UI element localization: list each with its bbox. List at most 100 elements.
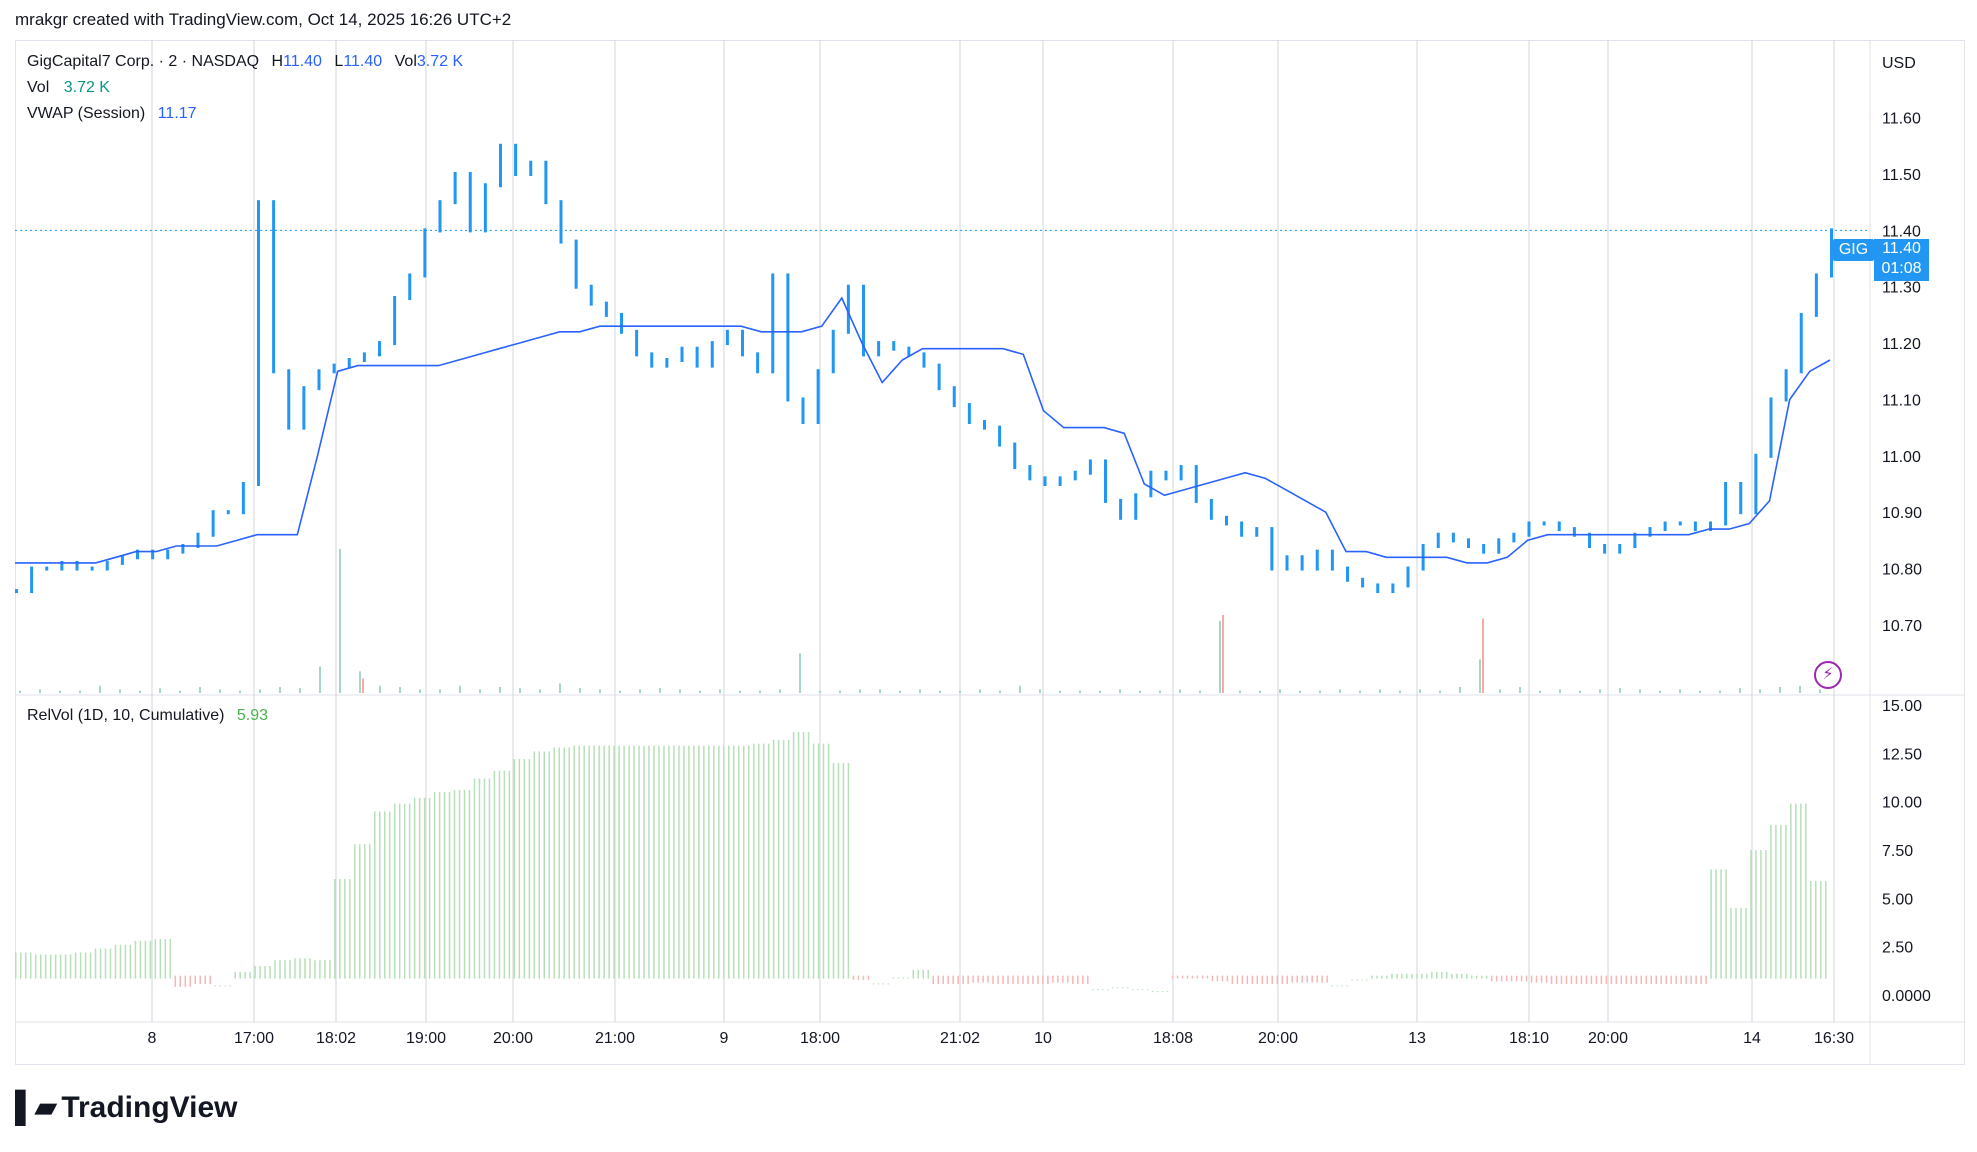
volume-bar (859, 689, 861, 693)
price-bar (1361, 577, 1365, 588)
volume-bar (899, 690, 901, 693)
relvol-bar-down (1007, 975, 1009, 985)
price-bar (665, 358, 669, 368)
relvol-bar (1406, 973, 1408, 979)
relvol-bar (1411, 973, 1413, 979)
relvol-bar (354, 844, 356, 979)
volume-bar (1639, 689, 1641, 693)
relvol-bar (279, 960, 281, 979)
relvol-bar (289, 960, 291, 979)
relvol-bar (633, 745, 635, 979)
relvol-bar (109, 948, 112, 979)
y-tick-label: 11.50 (1882, 167, 1921, 184)
currency-button[interactable]: USD (1882, 55, 1916, 72)
relvol-bar (493, 770, 496, 979)
relvol-bar-down (1605, 975, 1608, 985)
relvol-bar (1156, 991, 1159, 993)
relvol-bar-down (942, 975, 944, 985)
lightning-icon[interactable]: ⚡ (1814, 661, 1842, 689)
price-bar (1830, 228, 1833, 278)
legend-vol-label: Vol (394, 53, 417, 70)
relvol-bar-down (1191, 975, 1194, 979)
relvol-bar (543, 751, 546, 979)
price-bar (453, 172, 457, 205)
relvol-bar-down (179, 975, 182, 987)
relvol-bar (723, 745, 725, 979)
relvol-bar (847, 763, 850, 979)
relvol-bar (398, 803, 401, 979)
relvol-bar-down (987, 975, 989, 983)
volume-bar (699, 690, 701, 693)
price-bar (287, 369, 291, 430)
price-bar (1255, 527, 1259, 537)
relvol-bar (304, 958, 306, 979)
relvol-bar-down (1690, 975, 1692, 985)
relvol-bar-down (1211, 975, 1214, 982)
relvol-bar-down (1286, 975, 1288, 985)
relvol-bar (1106, 989, 1109, 991)
relvol-bar (812, 743, 815, 979)
x-tick-label: 21:02 (940, 1030, 980, 1047)
price-tag-symbol: GIG (1833, 239, 1874, 261)
volume-bar (619, 690, 621, 693)
relvol-bar-down (1301, 975, 1303, 983)
relvol-bar (837, 763, 840, 979)
volume-bar (1219, 621, 1221, 693)
relvol-bar-down (1012, 975, 1014, 985)
volume-bar (1139, 690, 1141, 693)
chart-caption: mrakgr created with TradingView.com, Oct… (15, 10, 512, 29)
relvol-bar (842, 763, 845, 979)
relvol-bar-down (1500, 975, 1503, 982)
relvol-bar (1356, 979, 1358, 981)
relvol-bar (1820, 880, 1822, 979)
relvol-bar (897, 977, 900, 979)
volume-bar (919, 689, 921, 693)
relvol-bar (34, 954, 37, 979)
relvol-bar (139, 940, 142, 979)
relvol-bar (299, 958, 301, 979)
volume-bar (1719, 690, 1721, 693)
relvol-bar (1126, 987, 1129, 989)
relvol-bar-down (1326, 975, 1328, 983)
relvol-bar-down (1206, 975, 1209, 979)
relvol-bar (578, 745, 580, 979)
relvol-bar (448, 792, 451, 979)
relvol-bar (359, 844, 361, 979)
volume-bar (519, 688, 521, 693)
price-bar (1315, 549, 1319, 571)
relvol-bar (912, 969, 915, 979)
volume-bar (679, 689, 681, 693)
relvol-bar (1416, 973, 1418, 979)
price-bar (1542, 521, 1546, 526)
price-tag-price: 11.40 (1882, 240, 1921, 257)
relvol-bar-down (1316, 975, 1318, 983)
relvol-bar (1810, 880, 1812, 979)
relvol-bar (548, 751, 551, 979)
price-bar (15, 589, 18, 594)
main-legend: GigCapital7 Corp. · 2 · NASDAQ H11.40 L1… (27, 53, 463, 71)
relvol-bar-down (1281, 975, 1284, 985)
logo-text: TradingView (61, 1091, 238, 1124)
relvol-bar (1451, 973, 1453, 979)
price-bar (1028, 465, 1032, 481)
volume-bar (1259, 690, 1261, 693)
x-tick-label: 18:00 (800, 1030, 840, 1047)
relvol-tick-label: 7.50 (1882, 843, 1913, 860)
price-bar (378, 341, 381, 357)
relvol-bar (69, 954, 72, 979)
relvol-bar (224, 985, 226, 987)
relvol-bar (104, 948, 107, 979)
price-bar (1678, 521, 1682, 526)
volume-bar (239, 690, 241, 693)
volume-bar (639, 689, 641, 693)
price-bar (1784, 369, 1788, 402)
relvol-bar (443, 792, 446, 979)
relvol-bar (1131, 989, 1134, 991)
relvol-tick-label: 12.50 (1882, 746, 1922, 763)
price-bar (45, 566, 49, 571)
relvol-bar (284, 960, 286, 979)
x-tick-label: 18:02 (316, 1030, 356, 1047)
relvol-bar (1111, 987, 1114, 989)
price-bar (756, 352, 760, 374)
